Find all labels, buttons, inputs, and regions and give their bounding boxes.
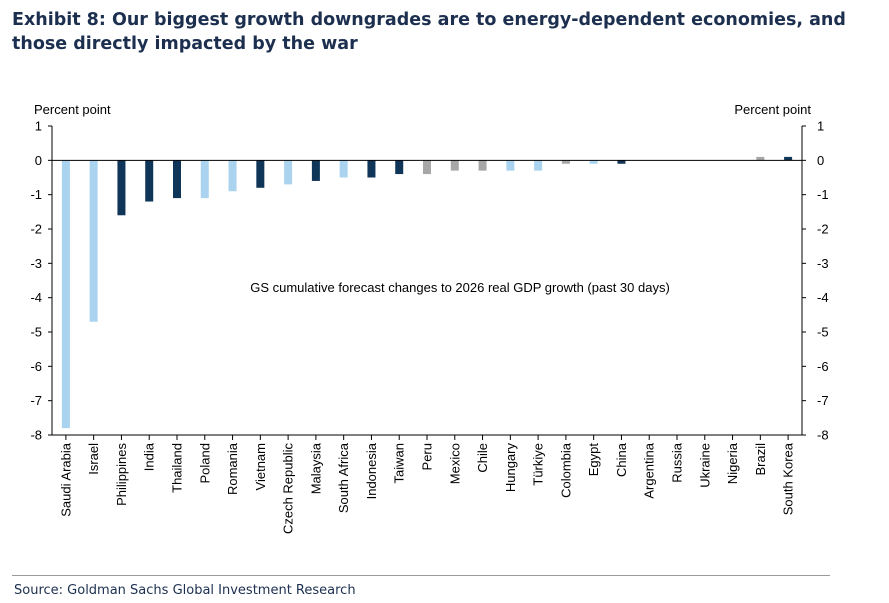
bar [423, 160, 431, 175]
bar [561, 160, 570, 164]
x-tick-label: Ukraine [697, 443, 712, 488]
x-tick-label: Czech Republic [281, 443, 296, 535]
bar [89, 160, 98, 322]
bar [450, 160, 459, 171]
bar [589, 160, 598, 164]
y-tick-label-right: -2 [817, 222, 829, 237]
x-tick-label: Argentina [642, 442, 657, 498]
y-tick-label-left: -4 [30, 290, 42, 305]
bar-chart: Percent point Percent point GS cumulativ… [30, 102, 829, 535]
x-tick-label: Thailand [170, 443, 185, 493]
y-tick-label-left: -7 [30, 393, 42, 408]
bar [784, 156, 793, 161]
bar [506, 160, 515, 171]
x-tick-label: Brazil [753, 443, 768, 476]
y-tick-label-left: 0 [35, 153, 42, 168]
x-tick-label: Colombia [558, 442, 573, 498]
x-tick-label: Malaysia [308, 442, 323, 494]
y-tick-label-right: -4 [817, 290, 829, 305]
x-tick-label: Saudi Arabia [58, 442, 73, 516]
bar [284, 160, 293, 185]
y-tick-label-right: 0 [817, 153, 824, 168]
x-tick-label: Israel [86, 443, 101, 475]
bar [117, 160, 126, 216]
x-tick-label: Chile [475, 443, 490, 473]
x-tick-label: Türkiye [531, 443, 546, 486]
y-axis-label-left: Percent point [34, 102, 111, 117]
bar [339, 160, 348, 178]
source-note: Source: Goldman Sachs Global Investment … [14, 583, 356, 598]
bar [145, 160, 154, 202]
bar [200, 160, 209, 199]
chart-title: Exhibit 8: Our biggest growth downgrades… [12, 10, 846, 54]
y-tick-label-right: -7 [817, 393, 829, 408]
y-tick-label-right: -1 [817, 187, 829, 202]
x-tick-label: South Korea [781, 442, 796, 515]
x-tick-label: Vietnam [253, 443, 268, 490]
bar [478, 160, 487, 171]
chart-annotation: GS cumulative forecast changes to 2026 r… [250, 280, 670, 295]
x-tick-label: Taiwan [392, 443, 407, 483]
y-tick-label-left: -6 [30, 359, 42, 374]
x-tick-label: Poland [197, 443, 212, 483]
y-tick-label-right: -8 [817, 428, 829, 443]
bar [311, 160, 320, 181]
x-tick-label: South Africa [336, 442, 351, 513]
bar [367, 160, 376, 178]
x-tick-label: Nigeria [725, 442, 740, 484]
x-tick-label: Mexico [447, 443, 462, 484]
bar [256, 160, 265, 188]
y-tick-label-left: -8 [30, 428, 42, 443]
x-tick-label: China [614, 442, 629, 477]
y-tick-label-right: -3 [817, 256, 829, 271]
x-tick-label: Philippines [114, 443, 129, 506]
x-tick-label: Indonesia [364, 442, 379, 499]
x-tick-label: Russia [670, 442, 685, 483]
y-tick-label-left: -2 [30, 222, 42, 237]
bar [395, 160, 404, 175]
bar [617, 160, 626, 164]
bar [173, 160, 181, 199]
x-tick-label: Hungary [503, 443, 518, 493]
y-tick-label-right: -6 [817, 359, 829, 374]
x-tick-label: Romania [225, 442, 240, 495]
y-tick-label-left: 1 [35, 119, 42, 134]
bar [61, 160, 70, 429]
x-tick-label: Peru [420, 443, 435, 470]
y-tick-label-left: -1 [30, 187, 42, 202]
source-divider [12, 575, 830, 576]
x-tick-label: India [142, 442, 157, 471]
y-axis-label-right: Percent point [734, 102, 811, 117]
bar [228, 160, 237, 192]
x-tick-label: Egypt [586, 443, 601, 477]
y-tick-label-right: 1 [817, 119, 824, 134]
bar [534, 160, 543, 171]
y-tick-label-left: -5 [30, 325, 42, 340]
bar [756, 156, 765, 161]
y-tick-label-left: -3 [30, 256, 42, 271]
y-tick-label-right: -5 [817, 325, 829, 340]
